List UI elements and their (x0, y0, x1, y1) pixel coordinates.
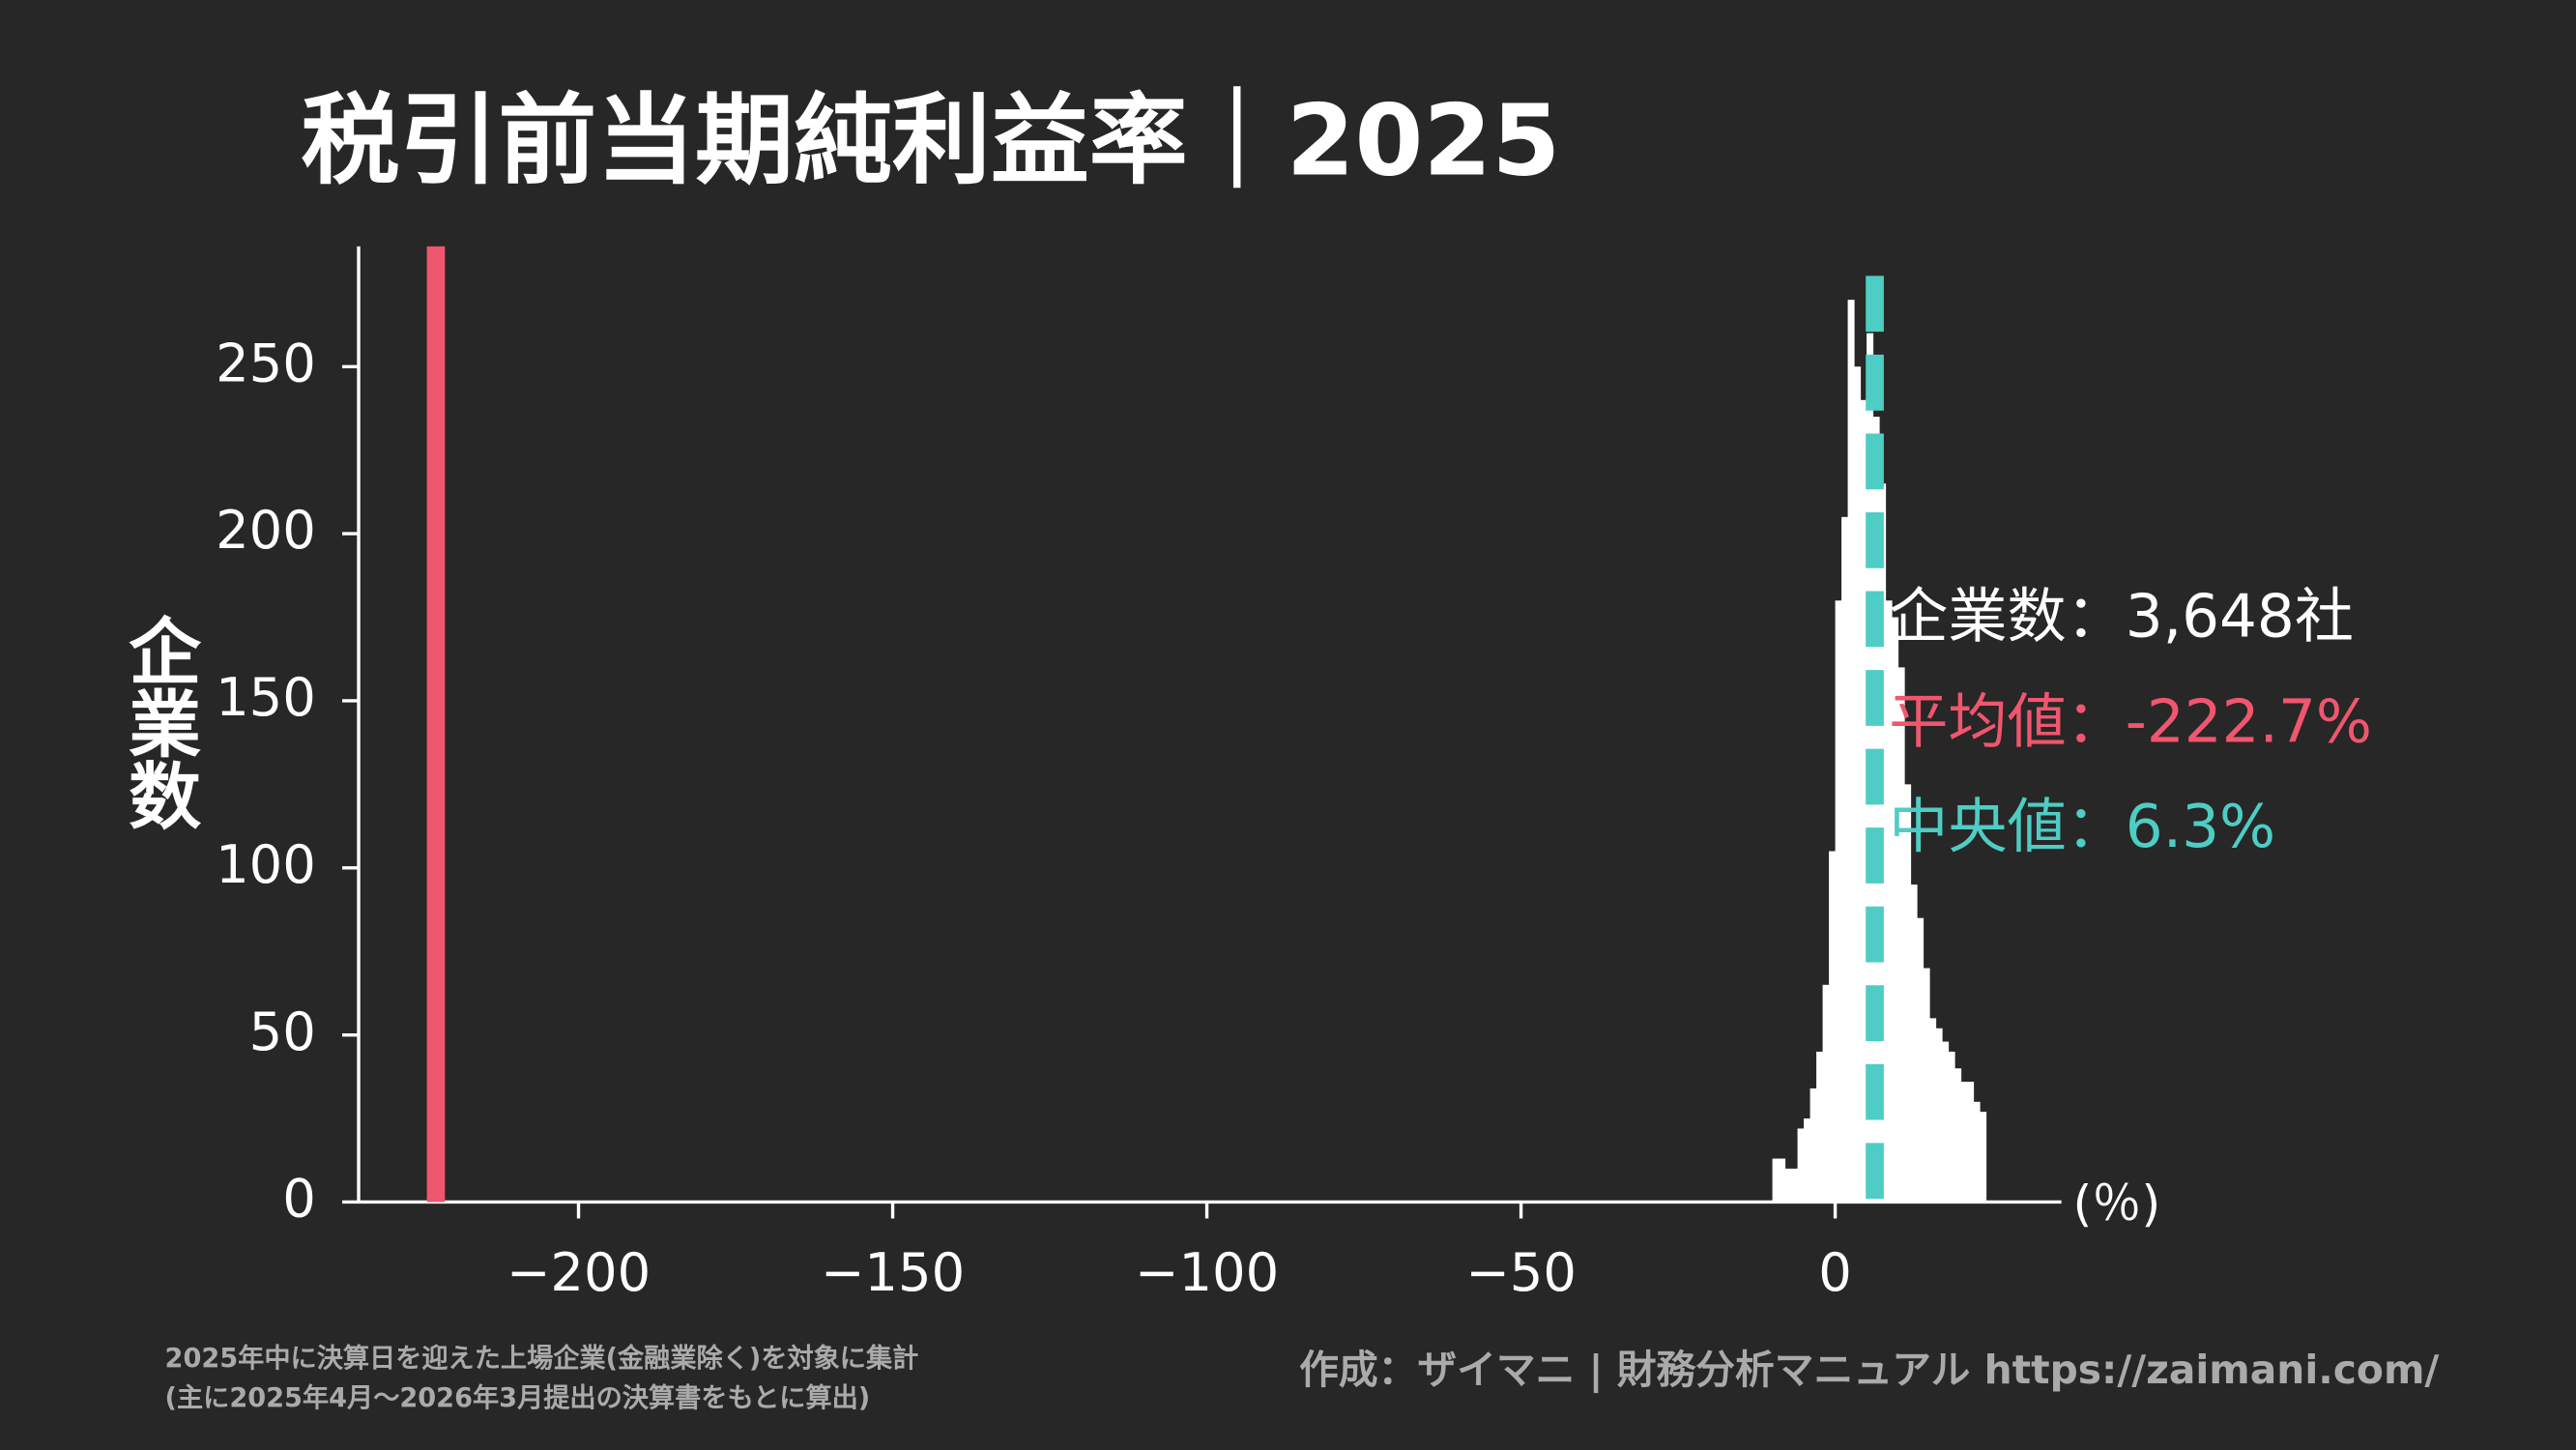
footnote: (主に2025年4月〜2026年3月提出の決算書をもとに算出) (165, 1382, 871, 1413)
bar (1841, 516, 1849, 1203)
bar (1897, 667, 1905, 1203)
x-tick-label: −200 (507, 1242, 651, 1303)
bar (1822, 984, 1830, 1203)
bar (1967, 1082, 1975, 1203)
bar (1954, 1068, 1962, 1203)
bar (1960, 1082, 1968, 1203)
y-tick-label: 50 (249, 1001, 316, 1062)
mean-annotation: 平均値：-222.7% (1889, 687, 2372, 756)
bar (1860, 399, 1867, 1203)
count-annotation: 企業数：3,648社 (1889, 583, 2354, 652)
bar (1942, 1041, 1950, 1203)
bar (1784, 1168, 1792, 1203)
x-unit: (％) (2073, 1176, 2161, 1233)
bar (1772, 1158, 1780, 1203)
bar (1892, 617, 1899, 1203)
bar (1980, 1112, 1987, 1203)
bar (1779, 1158, 1786, 1203)
y-tick-label: 0 (282, 1169, 316, 1230)
y-axis-label: 企業数 (116, 614, 200, 830)
bar (1835, 600, 1842, 1203)
bar (1804, 1118, 1811, 1203)
bar (1809, 1088, 1817, 1203)
median-annotation: 中央値：6.3% (1889, 793, 2275, 861)
x-tick-label: 0 (1818, 1242, 1852, 1303)
bar (1885, 600, 1893, 1203)
bar (1973, 1101, 1981, 1203)
x-tick-label: −50 (1465, 1242, 1577, 1303)
y-tick-label: 100 (216, 834, 316, 895)
bar (1791, 1168, 1799, 1203)
y-tick-label: 200 (216, 500, 316, 561)
y-tick-label: 250 (216, 333, 316, 393)
y-tick-label: 150 (216, 667, 316, 728)
bar (1854, 366, 1862, 1203)
bar (1917, 917, 1925, 1203)
bar (1948, 1051, 1955, 1203)
bar (1904, 784, 1912, 1203)
bar (1929, 1018, 1937, 1203)
x-tick-label: −100 (1135, 1242, 1279, 1303)
credit: 作成：ザイマニ | 財務分析マニュアル https://zaimani.com/ (1299, 1347, 2439, 1394)
bar (1847, 300, 1855, 1203)
bar (1872, 417, 1880, 1203)
bar (1816, 1051, 1824, 1203)
bar (1797, 1128, 1805, 1203)
bar (1935, 1028, 1943, 1203)
chart-title: 税引前当期純利益率｜2025 (302, 84, 1561, 199)
bar (1910, 884, 1918, 1203)
bar (1923, 968, 1930, 1203)
x-tick-label: −150 (821, 1242, 965, 1303)
footnote: 2025年中に決算日を迎えた上場企業(金融業除く)を対象に集計 (165, 1343, 919, 1374)
bar (1829, 851, 1837, 1203)
